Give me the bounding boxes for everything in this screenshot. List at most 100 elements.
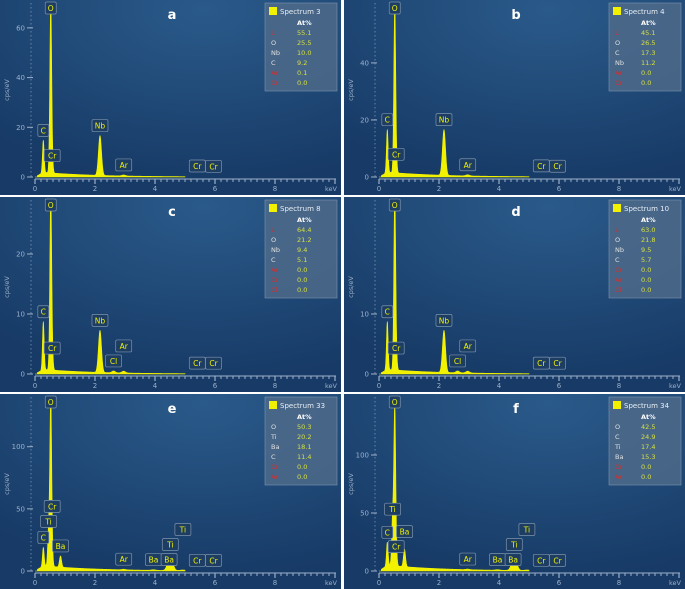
- peak-marker-label: Ar: [464, 161, 473, 170]
- peak-marker-label: Ba: [164, 555, 174, 564]
- peak-marker: O: [388, 198, 401, 212]
- x-tick-label: 4: [153, 185, 158, 193]
- peak-marker-box: [435, 314, 453, 327]
- peak-marker-box: [435, 113, 453, 126]
- legend-value: 0.0: [297, 286, 307, 294]
- peak-marker-label: Cr: [48, 152, 57, 161]
- peak-marker-label: C: [385, 308, 390, 317]
- legend-value: 9.4: [297, 246, 307, 254]
- legend-value: 9.2: [297, 59, 307, 67]
- x-tick-label: 4: [497, 579, 502, 587]
- peak-marker: Cr: [205, 356, 222, 370]
- peak-marker-box: [115, 339, 133, 353]
- peak-marker: Cr: [387, 147, 405, 161]
- x-tick-label: 8: [617, 579, 621, 587]
- legend-element: Ar: [615, 276, 622, 284]
- peak-marker-label: Cr: [392, 150, 401, 159]
- legend-swatch: [613, 7, 621, 15]
- x-axis-label: keV: [325, 382, 338, 390]
- peak-marker: Ba: [396, 525, 413, 539]
- x-tick-label: 2: [93, 579, 97, 587]
- peak-marker-label: Cr: [537, 556, 546, 565]
- legend: Spectrum 10 At% Li 63.0 O 21.8 Nb 9.5 C 5.7 Cr 0.0 A…: [608, 199, 682, 299]
- legend-column-header: At%: [297, 216, 312, 224]
- legend-element: Cr: [615, 266, 623, 274]
- peak-marker: Ar: [459, 552, 477, 566]
- legend-box: [264, 396, 338, 486]
- legend-title: Spectrum 33: [280, 402, 325, 410]
- spectrum-chart: 0 2 4 6 8 keV 0 50 100 cps/eV C Ti O Cr Ba Ar Ba Ba Ti Ti Cr…: [344, 394, 685, 589]
- peak-marker-label: Ti: [44, 517, 51, 526]
- peak-marker: O: [388, 395, 401, 409]
- peak-marker-label: Cr: [553, 556, 562, 565]
- legend-title: Spectrum 3: [280, 8, 321, 16]
- legend-title: Spectrum 34: [624, 402, 670, 410]
- peak-marker-box: [505, 538, 523, 551]
- panel-letter: b: [511, 8, 520, 23]
- peak-marker: Cr: [532, 159, 550, 173]
- x-tick-label: 0: [377, 382, 381, 390]
- legend-element: Nb: [271, 246, 280, 254]
- peak-marker-box: [91, 119, 109, 132]
- peak-marker: Ti: [174, 523, 192, 536]
- x-tick-label: 2: [437, 382, 441, 390]
- legend-element: O: [271, 236, 276, 244]
- peak-marker-box: [387, 540, 405, 554]
- peak-marker: C: [37, 531, 50, 544]
- peak-marker: O: [44, 395, 57, 409]
- legend-element: C: [271, 256, 276, 264]
- peak-marker-label: Ti: [523, 525, 530, 534]
- legend-box: [264, 2, 338, 92]
- x-tick-label: 0: [377, 579, 381, 587]
- peak-marker-box: [504, 553, 522, 566]
- spectrum-panel-d: 0 2 4 6 8 keV 0 10 cps/eV C O Cr Nb Cl Ar Cr Cr d Spectrum…: [344, 197, 685, 392]
- peak-marker-label: Cr: [209, 359, 218, 368]
- x-tick-label: 0: [33, 185, 37, 193]
- peak-marker-label: Ti: [179, 525, 186, 534]
- peak-marker-label: Ti: [388, 505, 395, 514]
- peak-marker: Ar: [459, 158, 477, 172]
- peak-marker: Ba: [504, 553, 522, 566]
- peak-marker: Cr: [532, 356, 550, 370]
- legend: Spectrum 33 At% O 50.3 Ti 20.2 Ba 18.1 C 11.4 Cr 0.…: [264, 396, 338, 486]
- peak-marker: Cr: [205, 159, 222, 173]
- peak-marker-box: [115, 158, 133, 172]
- legend-element: Li: [271, 226, 277, 234]
- peak-marker-box: [91, 314, 109, 327]
- peak-marker: Ti: [40, 515, 57, 528]
- peak-marker-box: [387, 147, 405, 161]
- y-tick-label: 50: [16, 505, 25, 513]
- legend-value: 63.0: [641, 226, 655, 234]
- legend-value: 25.5: [297, 39, 311, 47]
- peak-marker-label: C: [41, 126, 46, 135]
- legend-value: 0.0: [297, 79, 307, 87]
- spectrum-panel-b: 0 2 4 6 8 keV 0 20 40 cps/eV C O Cr Nb Ar Cr Cr b Spectrum…: [344, 0, 685, 195]
- legend-value: 0.0: [641, 286, 651, 294]
- peak-marker: Ti: [505, 538, 523, 551]
- legend-value: 11.2: [641, 59, 655, 67]
- peak-marker-box: [161, 538, 179, 551]
- legend-value: 5.1: [297, 256, 307, 264]
- x-tick-label: 2: [437, 185, 441, 193]
- y-tick-label: 0: [365, 371, 369, 379]
- peak-marker-box: [459, 158, 477, 172]
- y-tick-label: 10: [360, 311, 369, 319]
- legend-value: 24.9: [641, 433, 655, 441]
- peak-marker: C: [37, 124, 50, 137]
- y-tick-label: 40: [16, 74, 25, 82]
- peak-marker-label: Ba: [56, 542, 66, 551]
- peak-marker-box: [549, 356, 566, 370]
- peak-marker: Ba: [489, 553, 506, 566]
- peak-marker-label: Cr: [392, 344, 401, 353]
- legend-value: 0.0: [641, 69, 651, 77]
- legend-element: C: [615, 49, 620, 57]
- spectrum-trace: [35, 396, 186, 572]
- panel-letter: a: [168, 8, 177, 23]
- x-axis-label: keV: [325, 579, 338, 587]
- legend-box: [608, 199, 682, 299]
- peak-marker-box: [205, 356, 222, 370]
- peak-marker: Cr: [43, 500, 61, 513]
- peak-marker: Ti: [518, 523, 536, 536]
- legend-value: 0.0: [297, 266, 307, 274]
